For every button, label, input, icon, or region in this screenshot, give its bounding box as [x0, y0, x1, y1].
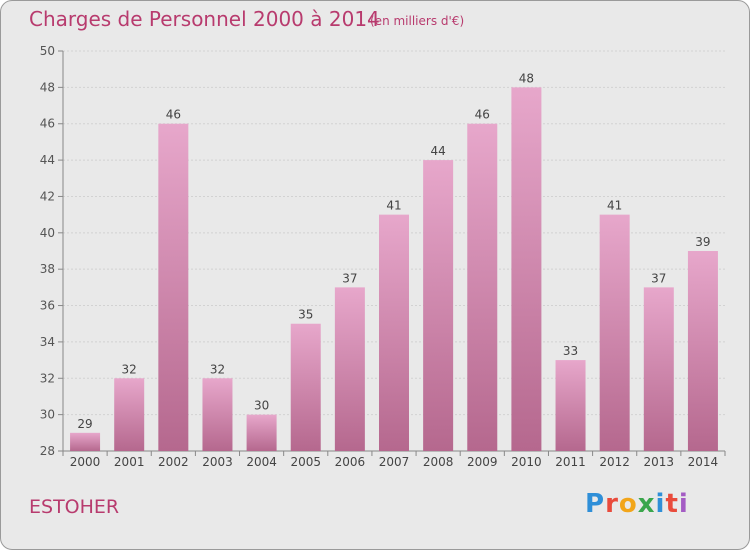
bar — [555, 360, 586, 451]
data-label: 30 — [254, 399, 269, 413]
proxiti-logo: Proxiti — [585, 489, 689, 519]
data-label: 44 — [430, 144, 445, 158]
data-label: 39 — [695, 235, 710, 249]
bar — [70, 432, 101, 451]
bar — [687, 251, 718, 451]
y-tick-label: 28 — [40, 444, 55, 458]
data-labels: 29 32 46 32 30 35 37 41 44 46 48 33 41 37 39 — [77, 71, 710, 430]
data-label: 33 — [563, 344, 578, 358]
x-tick-label: 2001 — [114, 455, 145, 469]
y-tick-label: 30 — [40, 408, 55, 422]
y-tick-label: 44 — [40, 153, 55, 167]
y-tick-label: 46 — [40, 117, 55, 131]
data-label: 37 — [342, 271, 357, 285]
x-tick-label: 2011 — [555, 455, 586, 469]
data-label: 37 — [651, 271, 666, 285]
bar — [246, 414, 277, 451]
x-tick-label: 2010 — [511, 455, 542, 469]
x-tick-label: 2007 — [379, 455, 410, 469]
data-label: 48 — [519, 71, 534, 85]
data-label: 46 — [475, 108, 490, 122]
bar — [423, 160, 454, 451]
data-label: 41 — [607, 199, 622, 213]
bar — [158, 123, 189, 452]
data-label: 35 — [298, 308, 313, 322]
bar — [114, 378, 145, 451]
bar — [511, 87, 542, 451]
bars — [70, 87, 718, 452]
x-tick-label: 2002 — [158, 455, 189, 469]
data-label: 32 — [210, 362, 225, 376]
bar — [599, 214, 630, 451]
y-tick-label: 40 — [40, 226, 55, 240]
x-tick-label: 2005 — [290, 455, 321, 469]
commune-name: ESTOHER — [29, 496, 120, 518]
x-tick-label: 2012 — [599, 455, 630, 469]
x-tick-label: 2008 — [423, 455, 454, 469]
y-tick-label: 32 — [40, 371, 55, 385]
bar — [202, 378, 233, 451]
x-tick-label: 2013 — [644, 455, 675, 469]
bar — [379, 214, 409, 451]
chart-title: Charges de Personnel 2000 à 2014 — [29, 7, 380, 31]
x-tick-label: 2004 — [246, 455, 277, 469]
y-tick-label: 48 — [40, 80, 55, 94]
chart-subtitle: (en milliers d'€) — [370, 14, 465, 28]
data-label: 41 — [386, 199, 401, 213]
bar — [643, 287, 674, 451]
bar — [290, 323, 321, 451]
y-tick-label: 38 — [40, 262, 55, 276]
data-label: 32 — [122, 362, 137, 376]
x-tick-label: 2014 — [688, 455, 719, 469]
data-label: 46 — [166, 108, 181, 122]
data-label: 29 — [77, 417, 92, 431]
x-tick-label: 2009 — [467, 455, 498, 469]
x-tick-label: 2003 — [202, 455, 233, 469]
y-tick-label: 50 — [40, 44, 55, 58]
y-tick-label: 36 — [40, 299, 55, 313]
x-tick-label: 2000 — [70, 455, 101, 469]
y-tick-label: 42 — [40, 189, 55, 203]
x-tick-label: 2006 — [335, 455, 366, 469]
bar — [334, 287, 365, 451]
y-tick-label: 34 — [40, 335, 55, 349]
bar — [467, 123, 498, 452]
